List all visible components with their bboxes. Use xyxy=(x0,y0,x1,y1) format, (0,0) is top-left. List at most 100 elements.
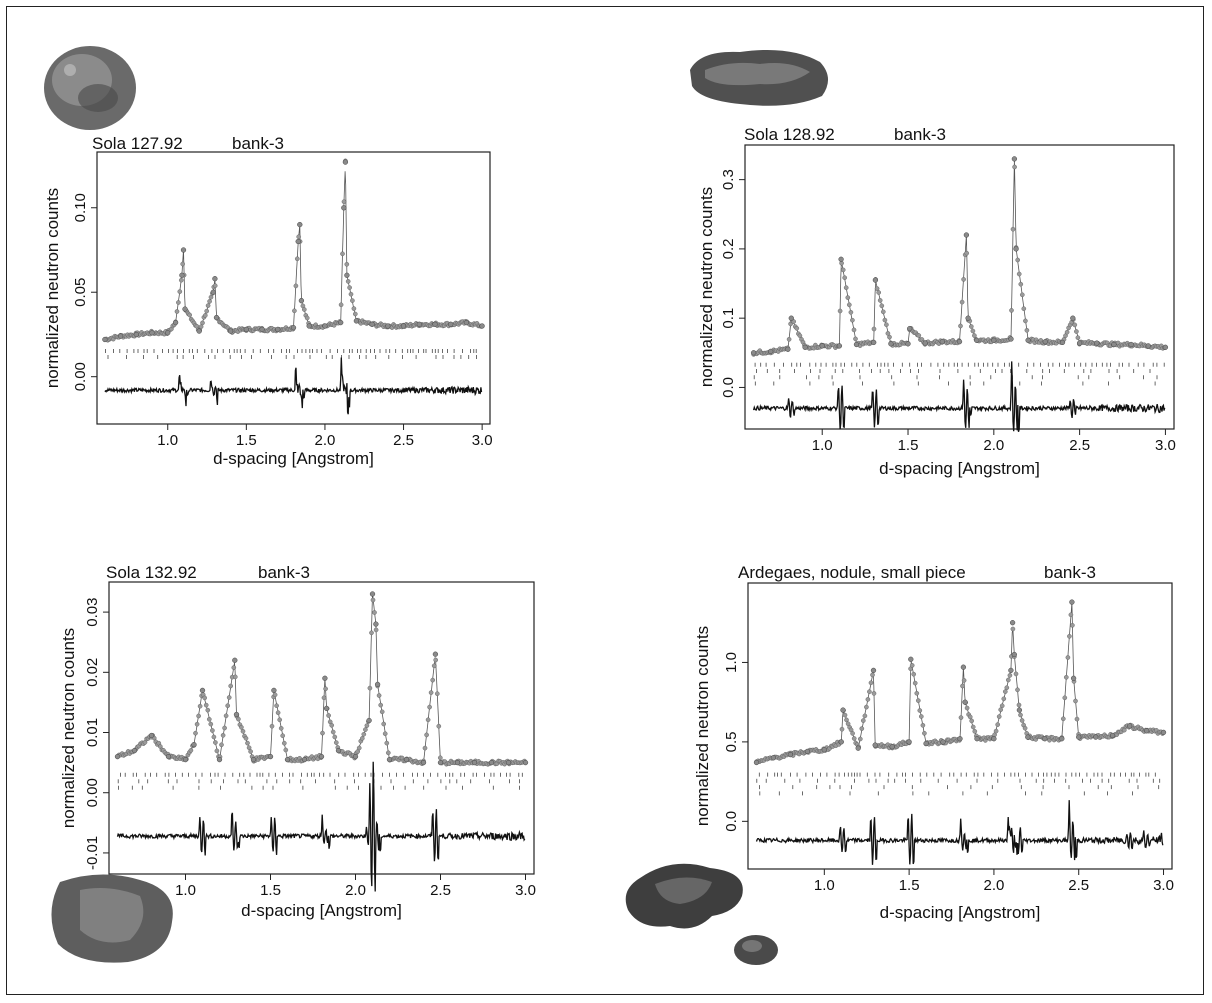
observed-point xyxy=(871,326,877,332)
observed-point xyxy=(382,731,388,737)
observed-peak-point xyxy=(232,657,238,663)
observed-point xyxy=(993,728,999,734)
observed-peak-point xyxy=(853,341,860,348)
observed-point xyxy=(422,745,428,751)
observed-point xyxy=(281,740,287,746)
observed-point xyxy=(958,323,963,329)
observed-point xyxy=(369,630,374,636)
observed-peak-point xyxy=(488,759,495,766)
observed-point xyxy=(344,261,350,267)
rock-specimen-sola-127-photo xyxy=(44,46,136,130)
observed-point xyxy=(178,277,184,283)
x-tick-label: 1.0 xyxy=(812,437,833,454)
observed-point xyxy=(187,312,192,318)
observed-point xyxy=(961,277,966,282)
observed-point xyxy=(280,733,286,739)
observed-peak-point xyxy=(323,705,330,712)
observed-point xyxy=(370,597,376,603)
observed-point xyxy=(840,267,846,273)
observed-point xyxy=(206,717,212,722)
observed-point xyxy=(1016,702,1022,708)
observed-point xyxy=(1018,281,1024,287)
observed-peak-point xyxy=(821,747,827,753)
x-axis-label: d-spacing [Angstrom] xyxy=(213,449,374,468)
observed-point xyxy=(274,703,279,709)
observed-point xyxy=(1073,698,1078,704)
observed-peak-point xyxy=(1025,734,1031,740)
observed-point xyxy=(174,309,180,314)
y-axis-label: normalized neutron counts xyxy=(43,188,62,388)
observed-point xyxy=(958,715,964,720)
observed-point xyxy=(916,333,922,338)
observed-point xyxy=(972,729,978,734)
diffraction-panels: Sola 127.92 bank-3 1.0 1.5 2.0 2.5 3.0 0.00 0.05… xyxy=(43,125,1176,922)
observed-point xyxy=(188,748,194,753)
observed-peak-point xyxy=(342,159,349,165)
difference-curve xyxy=(755,800,1164,865)
y-tick-label: 0.10 xyxy=(72,193,89,222)
observed-point xyxy=(223,713,229,719)
observed-peak-point xyxy=(1042,339,1048,345)
observed-point xyxy=(1012,164,1017,170)
observed-point xyxy=(917,708,923,713)
observed-point xyxy=(246,745,252,751)
observed-point xyxy=(877,298,883,303)
observed-peak-point xyxy=(907,325,913,332)
observed-point xyxy=(843,285,849,291)
observed-point xyxy=(205,303,211,308)
observed-peak-point xyxy=(432,321,438,327)
plot-frame xyxy=(747,582,1173,870)
observed-point xyxy=(338,302,344,308)
rock-specimen-sola-128-photo xyxy=(690,49,829,106)
observed-point xyxy=(842,712,848,718)
observed-point xyxy=(376,693,382,698)
observed-peak-point xyxy=(301,756,308,763)
observed-point xyxy=(1023,318,1028,324)
observed-point xyxy=(1019,718,1025,723)
observed-point xyxy=(916,698,921,703)
difference-curve xyxy=(752,361,1166,432)
observed-peak-point xyxy=(131,747,138,754)
calculated-profile-line xyxy=(117,593,525,764)
observed-point xyxy=(212,283,218,289)
observed-peak-point xyxy=(1070,675,1077,681)
observed-peak-point xyxy=(1069,599,1075,605)
observed-peak-point xyxy=(804,748,811,755)
observed-peak-point xyxy=(957,736,963,742)
chart-title: Sola 132.92 xyxy=(106,563,197,582)
x-tick-label: 1.0 xyxy=(175,882,196,899)
observed-point xyxy=(867,689,872,695)
observed-point xyxy=(1007,673,1013,678)
observed-peak-point xyxy=(148,732,155,739)
observed-peak-point xyxy=(341,205,347,211)
observed-point xyxy=(293,283,299,289)
observed-peak-point xyxy=(1145,343,1151,349)
observed-peak-point xyxy=(872,277,879,283)
observed-peak-point xyxy=(960,664,967,670)
rock-specimen-sola-132-photo xyxy=(51,874,173,963)
observed-point xyxy=(198,324,204,330)
observed-peak-point xyxy=(1076,734,1082,740)
observed-point xyxy=(341,199,347,204)
observed-point xyxy=(1015,257,1021,263)
observed-point xyxy=(384,740,390,746)
x-axis-label: d-spacing [Angstrom] xyxy=(880,903,1041,922)
observed-point xyxy=(326,713,331,718)
observed-peak-point xyxy=(338,319,344,326)
observed-points xyxy=(102,158,485,343)
observed-point xyxy=(379,709,385,715)
observed-point xyxy=(1068,612,1074,618)
observed-peak-point xyxy=(1059,736,1065,742)
y-tick-label: 0.00 xyxy=(84,778,101,807)
observed-point xyxy=(320,730,325,736)
observed-point xyxy=(876,290,882,295)
observed-peak-point xyxy=(227,328,234,334)
observed-point xyxy=(961,678,967,683)
observed-peak-point xyxy=(956,339,963,345)
x-tick-label: 2.5 xyxy=(1069,437,1090,454)
observed-point xyxy=(272,692,278,698)
observed-point xyxy=(329,723,335,728)
observed-peak-point xyxy=(182,756,189,763)
observed-peak-point xyxy=(974,337,980,343)
observed-point xyxy=(225,703,230,709)
